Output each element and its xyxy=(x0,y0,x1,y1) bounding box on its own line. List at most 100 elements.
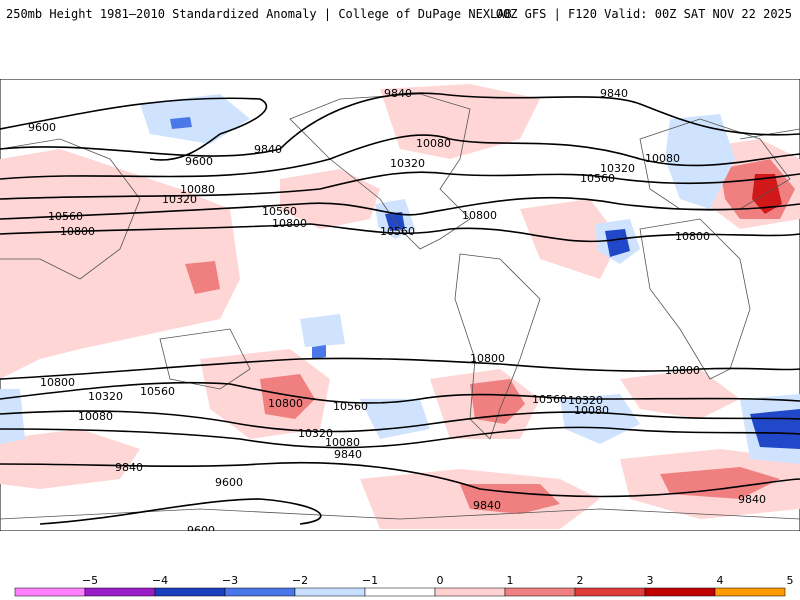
contour-label-10560-d: 10560 xyxy=(580,172,615,185)
contour-label-9840-e: 9840 xyxy=(334,448,362,461)
colorbar-ticks: −5 −4 −3 −2 −1 0 1 2 3 4 5 xyxy=(82,574,794,587)
contour-label-10800-a: 10800 xyxy=(60,225,95,238)
negative-anomaly-pacific xyxy=(140,94,250,144)
colorbar-segment xyxy=(434,587,506,597)
contour-label-10320-e: 10320 xyxy=(298,427,333,440)
contour-10080-south xyxy=(0,426,800,449)
colorbar-segment xyxy=(154,587,226,597)
colorbar: −5 −4 −3 −2 −1 0 1 2 3 4 5 xyxy=(14,574,794,597)
header-bar: 250mb Height 1981–2010 Standardized Anom… xyxy=(0,0,800,30)
colorbar-tick-label: −5 xyxy=(82,574,98,587)
contour-label-9840-c: 9840 xyxy=(600,87,628,100)
colorbar-tick-label: −3 xyxy=(222,574,238,587)
antarctica-coast xyxy=(0,508,800,520)
south-america-coast xyxy=(454,253,541,440)
contour-label-10560-e: 10560 xyxy=(140,385,175,398)
positive-anomaly-antarctic-core xyxy=(460,484,560,514)
contour-9840-south xyxy=(0,461,800,498)
map-title: 250mb Height 1981–2010 Standardized Anom… xyxy=(6,7,512,21)
positive-anomaly-europe-max xyxy=(752,174,782,214)
colorbar-segment xyxy=(364,587,436,597)
contour-label-10080-a: 10080 xyxy=(416,137,451,150)
contour-labels: 9600 9600 9840 9840 9840 10080 10080 100… xyxy=(28,87,766,531)
negative-anomaly-atlantic-core xyxy=(605,229,630,257)
colorbar-tick-label: 3 xyxy=(647,574,654,587)
anomaly-map: 9600 9600 9840 9840 9840 10080 10080 100… xyxy=(0,79,800,531)
asia-coast-west xyxy=(0,138,141,280)
colorbar-segment xyxy=(714,587,786,597)
negative-anomaly-tropics xyxy=(300,314,345,347)
contour-label-10800-e: 10800 xyxy=(40,376,75,389)
contour-label-10320-d: 10320 xyxy=(88,390,123,403)
contour-label-10080-c: 10080 xyxy=(645,152,680,165)
contour-label-9840-g: 9840 xyxy=(738,493,766,506)
positive-anomaly-mid-atlantic xyxy=(520,199,620,279)
colorbar-segment xyxy=(574,587,646,597)
contour-label-9840-d: 9840 xyxy=(115,461,143,474)
contour-label-9840-f: 9840 xyxy=(473,499,501,512)
contour-label-10320-a: 10320 xyxy=(390,157,425,170)
colorbar-segment xyxy=(224,587,296,597)
contour-label-10800-f: 10800 xyxy=(470,352,505,365)
positive-anomaly-north-atlantic xyxy=(380,84,540,159)
negative-anomaly-scandinavia xyxy=(665,114,735,209)
positive-anomaly-south-atlantic-core xyxy=(470,379,525,424)
colorbar-tick-label: −4 xyxy=(152,574,168,587)
contour-label-10800-g: 10800 xyxy=(665,364,700,377)
contour-10560-south xyxy=(0,381,800,404)
positive-anomaly-south-pacific-core xyxy=(260,374,315,419)
colorbar-tick-label: 5 xyxy=(787,574,794,587)
contour-label-10320-b: 10320 xyxy=(162,193,197,206)
colorbar-tick-label: 0 xyxy=(437,574,444,587)
contour-label-10080-d: 10080 xyxy=(78,410,113,423)
colorbar-tick-label: −1 xyxy=(362,574,378,587)
colorbar-tick-label: −2 xyxy=(292,574,308,587)
contour-label-10080-e: 10080 xyxy=(325,436,360,449)
contour-label-10800-c: 10800 xyxy=(462,209,497,222)
contour-label-10560-a: 10560 xyxy=(48,210,83,223)
contour-label-10320-c: 10320 xyxy=(600,162,635,175)
colorbar-tick-label: 4 xyxy=(717,574,724,587)
contour-label-9600-d: 9600 xyxy=(187,524,215,531)
contour-10800-north xyxy=(0,223,800,243)
contour-10320-south xyxy=(0,410,800,433)
contour-label-9600-a: 9600 xyxy=(28,121,56,134)
contour-label-10560-g: 10560 xyxy=(532,393,567,406)
contour-label-10320-f: 10320 xyxy=(568,394,603,407)
positive-anomaly-asia-core xyxy=(185,261,220,294)
contour-10800-south xyxy=(0,357,800,380)
negative-anomaly-pacific-core xyxy=(170,117,192,129)
contour-label-10800-d: 10800 xyxy=(675,230,710,243)
contour-9600-south xyxy=(39,498,322,525)
contour-label-10080-f: 10080 xyxy=(574,404,609,417)
contour-10080-north xyxy=(0,134,800,180)
contour-label-10800-h: 10800 xyxy=(268,397,303,410)
contour-label-10080-b: 10080 xyxy=(180,183,215,196)
contour-label-10800-b: 10800 xyxy=(272,217,307,230)
negative-anomaly-west-edge xyxy=(0,389,25,444)
contour-label-10560-f: 10560 xyxy=(333,400,368,413)
contour-label-9840-a: 9840 xyxy=(384,87,412,100)
positive-anomaly-antarctic-west xyxy=(0,429,140,489)
positive-anomaly-far-east xyxy=(660,467,780,499)
contour-label-9600-c: 9600 xyxy=(215,476,243,489)
contour-label-10560-c: 10560 xyxy=(380,225,415,238)
contour-label-10560-b: 10560 xyxy=(262,205,297,218)
colorbar-tick-label: 2 xyxy=(577,574,584,587)
run-info: 00Z GFS | F120 Valid: 00Z SAT NOV 22 202… xyxy=(495,7,792,21)
europe-coast xyxy=(639,118,791,210)
negative-anomaly-south-atlantic xyxy=(560,394,640,444)
colorbar-segment xyxy=(504,587,576,597)
contour-9840-north xyxy=(0,92,800,157)
positive-anomaly-asia xyxy=(0,149,240,379)
contour-9600-north xyxy=(0,97,268,161)
height-contours xyxy=(0,92,800,525)
negative-anomaly-tropics-core xyxy=(312,345,326,359)
colorbar-segment xyxy=(84,587,156,597)
contour-label-9840-b: 9840 xyxy=(254,143,282,156)
colorbar-segment xyxy=(644,587,716,597)
contour-10560-north xyxy=(0,196,800,220)
contour-10320-north xyxy=(0,171,800,200)
colorbar-tick-label: 1 xyxy=(507,574,514,587)
positive-anomaly-indian xyxy=(620,369,740,419)
